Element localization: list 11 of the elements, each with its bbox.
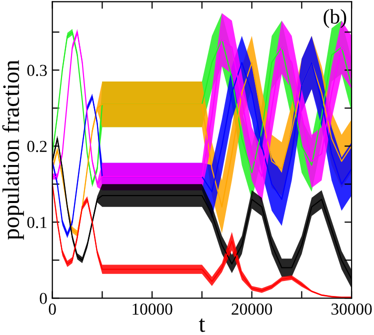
- x-tick-label: 10000: [132, 303, 172, 315]
- y-tick-label: 0.3: [27, 64, 47, 76]
- x-tick-label: 20000: [232, 303, 272, 315]
- x-axis-title: t: [198, 318, 206, 332]
- annotation: (b): [324, 9, 346, 28]
- y-axis-title: population fraction: [2, 60, 24, 240]
- x-tick-label: 30000: [332, 303, 372, 315]
- x-tick-label: 0: [48, 303, 56, 315]
- y-tick-label: 0: [40, 292, 47, 304]
- y-tick-label: 0.2: [27, 140, 47, 152]
- y-tick-label: 0.1: [27, 216, 46, 228]
